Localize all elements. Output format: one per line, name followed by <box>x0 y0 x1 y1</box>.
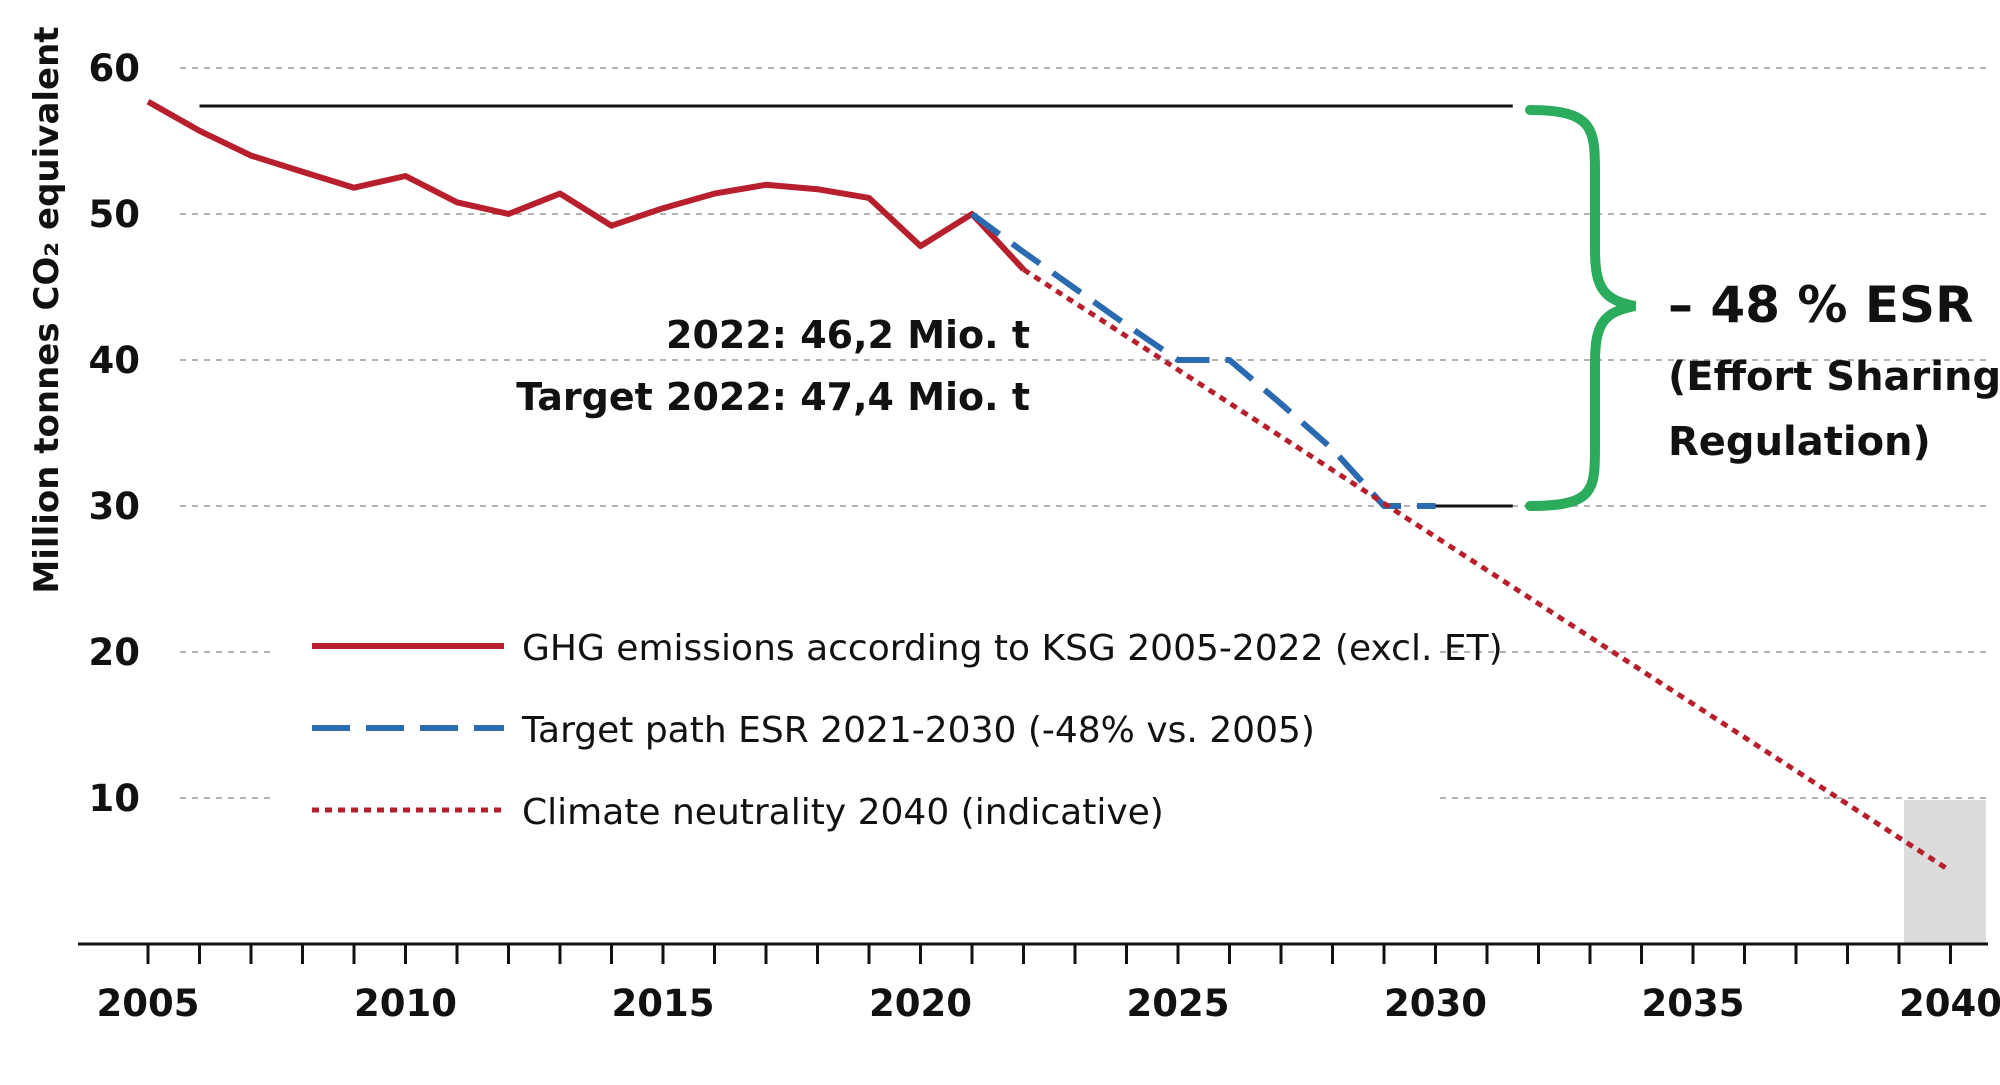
x-tick-label: 2015 <box>612 982 715 1025</box>
y-tick-label: 10 <box>89 777 141 820</box>
y-tick-label: 50 <box>89 193 141 236</box>
annotation-2022-value: 2022: 46,2 Mio. t <box>666 313 1030 357</box>
emissions-line <box>146 98 1026 272</box>
legend-label-neutrality: Climate neutrality 2040 (indicative) <box>522 792 1164 833</box>
x-tick-label: 2025 <box>1127 982 1230 1025</box>
legend: GHG emissions according to KSG 2005-2022… <box>312 628 1503 833</box>
esr-subtitle-line1: (Effort Sharing <box>1668 354 2000 400</box>
x-tick-label: 2040 <box>1899 982 2000 1025</box>
legend-label-target: Target path ESR 2021-2030 (-48% vs. 2005… <box>521 710 1315 751</box>
y-axis-label: Million tonnes CO₂ equivalent <box>27 26 67 593</box>
esr-subtitle-line2: Regulation) <box>1668 419 1931 465</box>
x-tick-label: 2030 <box>1384 982 1487 1025</box>
x-tick-label: 2020 <box>869 982 972 1025</box>
y-axis-tick-labels: 10 20 30 40 50 60 <box>89 47 141 820</box>
esr-brace <box>1525 105 1637 511</box>
y-tick-label: 60 <box>89 47 141 90</box>
neutrality-line <box>1022 267 1952 874</box>
legend-label-emissions: GHG emissions according to KSG 2005-2022… <box>522 628 1503 669</box>
gridlines <box>180 67 1988 799</box>
y-tick-label: 30 <box>89 485 141 528</box>
neutrality-zone-shade <box>1904 800 1986 944</box>
series-group <box>146 98 1952 874</box>
annotation-2022-target: Target 2022: 47,4 Mio. t <box>516 375 1030 419</box>
x-tick-label: 2005 <box>97 982 200 1025</box>
target-path-line <box>970 211 1436 509</box>
x-axis-ticks: 2005 2010 2015 2020 2025 2030 2035 2040 <box>97 944 2000 1025</box>
y-tick-label: 40 <box>89 339 141 382</box>
esr-reduction-label: – 48 % ESR <box>1668 276 1974 334</box>
reference-lines <box>199 104 1513 508</box>
x-tick-label: 2010 <box>354 982 457 1025</box>
x-tick-label: 2035 <box>1642 982 1745 1025</box>
y-tick-label: 20 <box>89 631 141 674</box>
